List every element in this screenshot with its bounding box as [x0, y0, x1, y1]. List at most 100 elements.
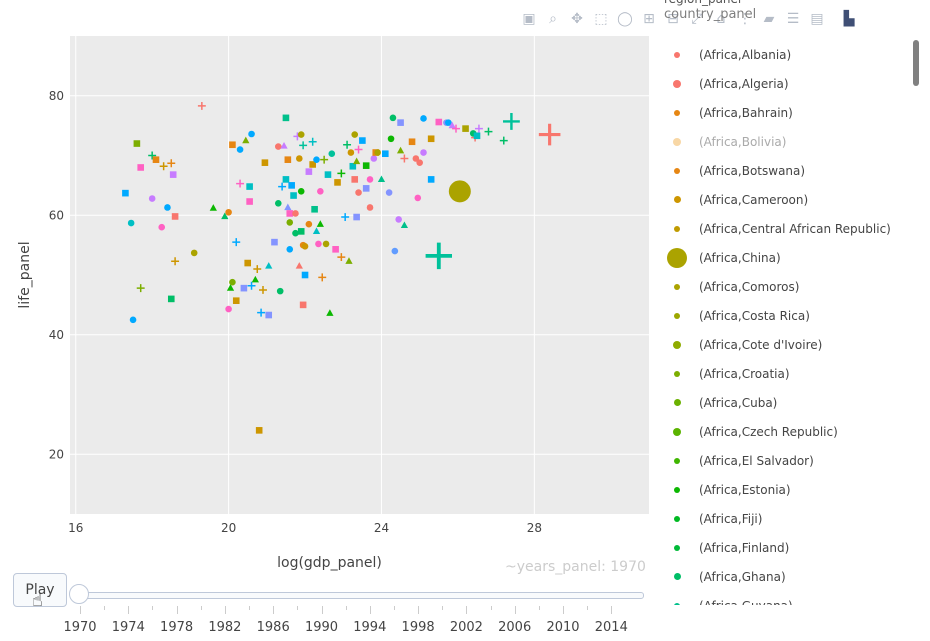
x-tick-label: 16: [68, 521, 83, 535]
slider-tick-mark: [224, 606, 226, 614]
data-point: [284, 156, 292, 163]
data-point: [257, 308, 266, 317]
slider-tick-mark: [176, 606, 178, 614]
data-point: [391, 247, 399, 255]
data-point: [366, 176, 374, 183]
legend-dot-icon: [674, 283, 680, 290]
home-icon[interactable]: ⌂: [716, 11, 726, 27]
slider-tick-label[interactable]: 1986: [256, 620, 290, 635]
legend-item[interactable]: (Africa,Ghana): [655, 562, 915, 591]
legend-item[interactable]: (Africa,Fiji): [655, 504, 915, 533]
legend-scrollbar[interactable]: [913, 40, 919, 86]
legend-item[interactable]: (Africa,Cuba): [655, 388, 915, 417]
legend-marker-icon: [655, 283, 699, 290]
legend-item[interactable]: (Africa,Croatia): [655, 359, 915, 388]
slider-tick-label[interactable]: 1990: [304, 620, 339, 635]
slider-track[interactable]: [72, 592, 644, 599]
slider-tick-label[interactable]: 2010: [546, 620, 580, 635]
camera-icon[interactable]: ▣: [522, 11, 536, 27]
data-point: [412, 155, 420, 162]
data-point: [315, 240, 322, 248]
legend-item[interactable]: (Africa,Estonia): [655, 475, 915, 504]
data-point: [152, 156, 160, 163]
slider-tick-label[interactable]: 1974: [111, 620, 145, 635]
legend-item[interactable]: (Africa,China): [655, 243, 915, 272]
legend-item[interactable]: (Africa,Albania): [655, 40, 915, 69]
legend-marker-icon: [655, 370, 699, 377]
plotly-logo-icon[interactable]: ▙: [843, 11, 855, 27]
legend-item[interactable]: (Africa,El Salvador): [655, 446, 915, 475]
legend-marker-icon: [655, 109, 699, 116]
data-point: [445, 119, 452, 126]
hover-closest-icon[interactable]: ▰: [763, 11, 775, 27]
autoscale-icon[interactable]: ⤢: [691, 11, 703, 27]
slider-ticks: 1970 1974 1978 1982 1986 1990 1994 1998 2002 2006…: [0, 606, 930, 641]
legend-item-label: (Africa,Algeria): [699, 76, 789, 91]
data-point: [362, 162, 370, 169]
y-axis-title: life_panel: [17, 241, 33, 308]
legend-item[interactable]: (Africa,Botswana): [655, 156, 915, 185]
zoom-out-icon[interactable]: ⊟: [667, 11, 679, 27]
legend-marker-icon: [655, 544, 699, 551]
data-point: [396, 146, 405, 154]
legend-item[interactable]: (Africa,Cameroon): [655, 185, 915, 214]
data-point: [292, 229, 299, 237]
legend-dot-icon: [673, 399, 681, 406]
slider-tick-label[interactable]: 1970: [63, 620, 97, 635]
data-point: [387, 135, 395, 143]
zoom-in-icon[interactable]: ⊞: [643, 11, 655, 27]
spike-lines-icon[interactable]: ⋮: [738, 11, 752, 27]
docs-icon[interactable]: ▤: [810, 11, 824, 27]
box-select-icon[interactable]: ⬚: [594, 11, 608, 27]
legend-item[interactable]: (Africa,Cote d'Ivoire): [655, 330, 915, 359]
legend-item[interactable]: (Africa,Czech Republic): [655, 417, 915, 446]
slider-tick-label[interactable]: 1998: [401, 620, 435, 635]
data-point: [435, 118, 443, 126]
data-point: [312, 227, 321, 235]
slider-tick-label[interactable]: 1982: [208, 620, 242, 635]
legend-marker-icon: [655, 51, 699, 58]
data-point: [271, 238, 278, 246]
legend-item[interactable]: (Africa,Finland): [655, 533, 915, 562]
hover-compare-icon[interactable]: ☰: [786, 11, 800, 27]
pan-icon[interactable]: ✥: [571, 11, 583, 27]
data-point: [416, 159, 423, 166]
slider-tick-mark: [128, 606, 130, 614]
data-point: [427, 176, 435, 183]
slider-tick-label[interactable]: 2006: [498, 620, 532, 635]
legend-item[interactable]: (Africa,Bahrain): [655, 98, 915, 127]
play-button[interactable]: Play: [13, 573, 67, 607]
legend-item[interactable]: (Africa,Bolivia): [655, 127, 915, 156]
slider-tick-mark: [321, 606, 323, 614]
legend-item-label: (Africa,Fiji): [699, 511, 763, 526]
zoom-icon[interactable]: ⌕: [549, 11, 557, 27]
data-point: [136, 284, 145, 293]
slider-tick-label[interactable]: 1978: [160, 620, 194, 635]
data-point: [359, 137, 366, 144]
data-point: [299, 301, 307, 309]
legend-marker-icon: [655, 573, 699, 580]
data-point: [309, 161, 316, 168]
slider-tick-mark: [418, 606, 420, 614]
legend-item[interactable]: (Africa,Algeria): [655, 69, 915, 98]
slider-minor-tick: [104, 606, 106, 610]
legend: (Africa,Albania) (Africa,Algeria) (Africa,…: [655, 40, 915, 605]
legend-item-label: (Africa,Cameroon): [699, 192, 809, 207]
slider-tick-label[interactable]: 1994: [353, 620, 387, 635]
legend-item[interactable]: (Africa,Costa Rica): [655, 301, 915, 330]
data-point: [326, 309, 334, 316]
legend-item[interactable]: (Africa,Central African Republic): [655, 214, 915, 243]
legend-title-country: country_panel: [664, 7, 757, 22]
slider-handle[interactable]: [69, 584, 89, 604]
legend-item[interactable]: (Africa,Comoros): [655, 272, 915, 301]
data-point: [448, 121, 456, 129]
legend-item[interactable]: (Africa,Guyana): [655, 591, 915, 605]
data-point: [320, 155, 329, 164]
slider-tick-label[interactable]: 2014: [594, 620, 628, 635]
lasso-icon[interactable]: ◯: [617, 11, 633, 27]
legend-item-label: (Africa,El Salvador): [699, 453, 814, 468]
data-point: [318, 273, 327, 282]
data-point: [229, 278, 236, 286]
slider-tick-label[interactable]: 2002: [449, 620, 483, 635]
